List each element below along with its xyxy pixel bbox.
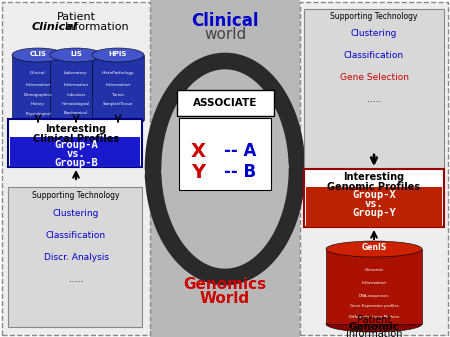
Bar (10, 137, 140, 167)
Bar (92, 55, 144, 120)
Text: World: World (200, 291, 250, 306)
Text: Information: Information (105, 83, 130, 87)
Text: Genomic: Genomic (364, 268, 384, 272)
FancyBboxPatch shape (8, 119, 142, 167)
Text: GenIS: GenIS (361, 244, 387, 252)
Ellipse shape (12, 113, 64, 127)
Text: Information: Information (65, 22, 129, 32)
Text: vs.: vs. (364, 199, 383, 209)
Text: Demographics: Demographics (24, 93, 52, 97)
Text: vs.: vs. (67, 149, 86, 159)
Text: Interesting: Interesting (45, 124, 107, 134)
Text: HPIS: HPIS (109, 51, 127, 57)
Text: LIS: LIS (70, 51, 82, 57)
Text: Group-A: Group-A (54, 140, 98, 150)
FancyBboxPatch shape (177, 90, 274, 116)
Text: -- A: -- A (224, 142, 256, 160)
Bar (150, 0, 300, 337)
Text: Group-Y: Group-Y (352, 208, 396, 218)
FancyBboxPatch shape (8, 187, 142, 327)
Text: History: History (31, 102, 45, 106)
Text: Classification: Classification (344, 51, 404, 60)
Text: world: world (204, 27, 246, 42)
Text: Clustering: Clustering (53, 209, 99, 218)
FancyBboxPatch shape (304, 169, 444, 227)
Bar (50, 55, 102, 120)
Text: Genomic Profiles: Genomic Profiles (328, 182, 421, 192)
Text: Supporting Technology: Supporting Technology (32, 191, 120, 200)
Text: Indicators: Indicators (66, 93, 86, 97)
Text: Information: Information (361, 281, 387, 285)
Text: Gene-Expression profiles: Gene-Expression profiles (350, 304, 398, 308)
Ellipse shape (92, 113, 144, 127)
Text: Laboratory: Laboratory (64, 71, 88, 75)
Text: Interesting: Interesting (343, 172, 405, 182)
Text: Information: Information (346, 329, 402, 337)
Text: Hematological: Hematological (62, 102, 90, 106)
FancyBboxPatch shape (2, 2, 150, 335)
Ellipse shape (326, 241, 422, 257)
Bar (12, 55, 64, 120)
Ellipse shape (12, 48, 64, 62)
FancyBboxPatch shape (300, 2, 448, 335)
Text: Clinical: Clinical (31, 22, 77, 32)
Text: Information: Information (26, 83, 50, 87)
Text: Clinical: Clinical (30, 71, 46, 75)
Text: Discr. Analysis: Discr. Analysis (44, 253, 108, 262)
Text: Genomics: Genomics (184, 277, 266, 292)
Text: Differential Gene Markers: Differential Gene Markers (349, 314, 399, 318)
Text: .....: ..... (367, 95, 381, 104)
Text: X: X (190, 142, 206, 161)
Text: HistoPathology: HistoPathology (102, 71, 135, 75)
Text: Information: Information (63, 83, 89, 87)
Text: Classification: Classification (46, 231, 106, 240)
Text: Genomic: Genomic (348, 322, 400, 332)
Text: Physiological: Physiological (25, 112, 51, 116)
Ellipse shape (326, 316, 422, 332)
Text: Group-X: Group-X (352, 190, 396, 200)
FancyBboxPatch shape (304, 9, 444, 169)
Text: Clinical Profiles: Clinical Profiles (33, 134, 119, 144)
Text: Patient: Patient (357, 315, 391, 325)
Text: ASSOCIATE: ASSOCIATE (193, 98, 257, 108)
Bar (306, 187, 442, 227)
Text: Biochemical: Biochemical (64, 112, 88, 116)
Text: .....: ..... (69, 275, 83, 284)
Text: Clustering: Clustering (351, 29, 397, 38)
Text: Group-B: Group-B (54, 158, 98, 168)
Text: Gene Selection: Gene Selection (339, 73, 409, 82)
Ellipse shape (50, 48, 102, 62)
Text: Supporting Technology: Supporting Technology (330, 12, 418, 21)
Ellipse shape (50, 113, 102, 127)
Text: DNA-sequences: DNA-sequences (359, 294, 389, 298)
Ellipse shape (92, 48, 144, 62)
Text: Samples/Tissue: Samples/Tissue (103, 102, 133, 106)
Text: -- B: -- B (224, 163, 256, 181)
Bar (326, 249, 422, 324)
FancyBboxPatch shape (179, 118, 271, 190)
Text: Patient: Patient (57, 12, 95, 22)
Text: Y: Y (191, 163, 205, 182)
Text: Clinical: Clinical (191, 12, 259, 30)
Text: Tumor: Tumor (112, 93, 124, 97)
Text: CLIS: CLIS (30, 51, 46, 57)
